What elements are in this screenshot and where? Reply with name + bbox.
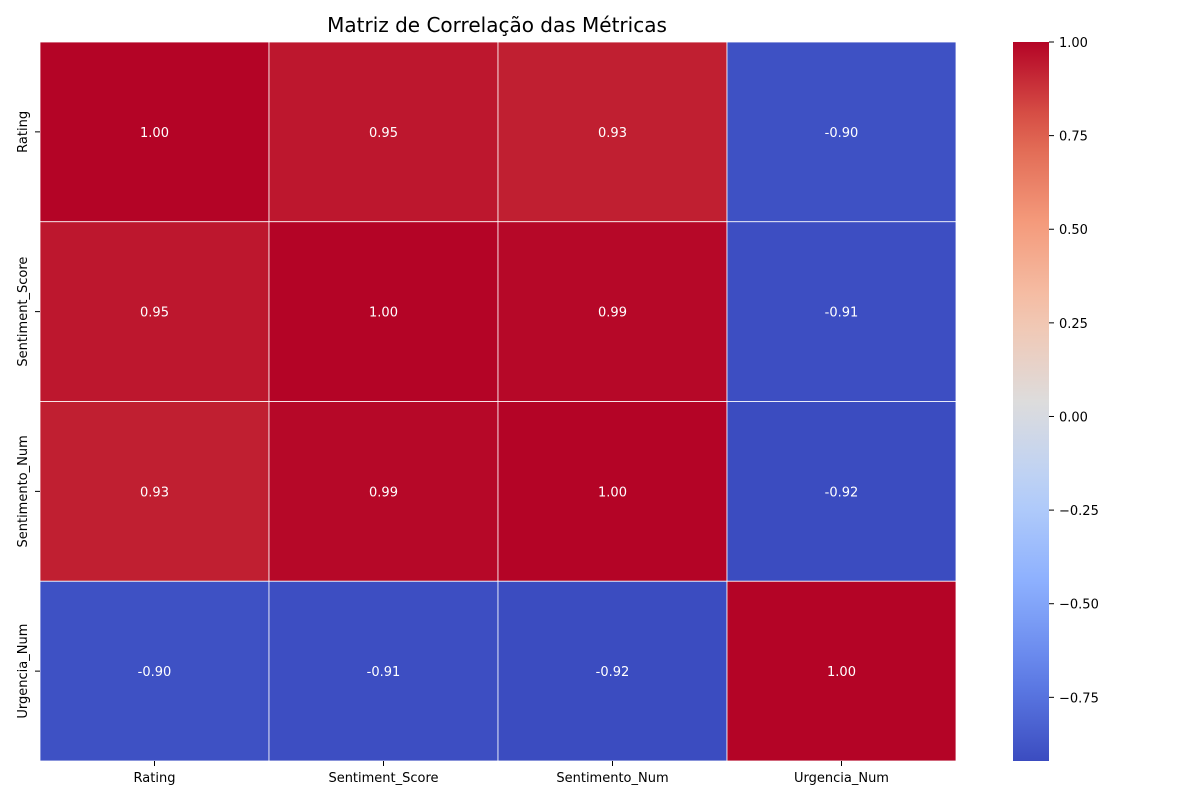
x-tick-label: Sentiment_Score [328, 771, 438, 786]
cell-annotation-r0-c3: -0.90 [825, 126, 859, 141]
heatmap-cell-r0-c2 [497, 41, 728, 223]
cell-annotation-r2-c1: 0.99 [369, 485, 398, 500]
heatmap-cell-r3-c3 [726, 580, 957, 762]
chart-title: Matriz de Correlação das Métricas [327, 13, 667, 37]
heatmap-cells [39, 41, 957, 762]
cell-annotation-r1-c2: 0.99 [598, 306, 627, 321]
y-axis: Rating Sentiment_Score Sentimento_Num Urgen… [16, 111, 40, 719]
cell-annotation-r1-c1: 1.00 [369, 306, 398, 321]
heatmap-cell-r1-c1 [268, 221, 499, 402]
colorbar-tick-label: −0.75 [1059, 691, 1099, 706]
cell-annotation-r3-c0: -0.90 [138, 665, 172, 680]
cell-annotation-r0-c2: 0.93 [598, 126, 627, 141]
colorbar-tick-label: −0.50 [1059, 598, 1099, 613]
colorbar-tick-label: 0.50 [1059, 223, 1088, 238]
colorbar: −0.75 −0.50 −0.25 0.00 0.25 0.50 0.75 1.00 [1013, 36, 1099, 761]
cell-annotation-r2-c2: 1.00 [598, 485, 627, 500]
heatmap-cell-r1-c0 [39, 221, 270, 402]
cell-annotation-r1-c3: -0.91 [825, 306, 859, 321]
cell-annotation-r0-c0: 1.00 [140, 126, 169, 141]
colorbar-tick-label: 0.25 [1059, 317, 1088, 332]
cell-annotation-r3-c1: -0.91 [367, 665, 401, 680]
x-tick-label: Rating [134, 771, 176, 786]
cell-annotation-r3-c2: -0.92 [596, 665, 630, 680]
cell-annotation-r0-c1: 0.95 [369, 126, 398, 141]
heatmap-cell-r2-c3 [726, 401, 957, 582]
y-tick-label: Sentiment_Score [16, 257, 31, 367]
heatmap-cell-r1-c2 [497, 221, 728, 402]
heatmap-cell-r3-c2 [497, 580, 728, 762]
y-tick-label: Sentimento_Num [16, 435, 31, 547]
x-tick-label: Urgencia_Num [794, 771, 889, 786]
heatmap-cell-r2-c1 [268, 401, 499, 582]
colorbar-tick-label: 0.75 [1059, 130, 1088, 145]
cell-annotation-r1-c0: 0.95 [140, 306, 169, 321]
x-tick-label: Sentimento_Num [556, 771, 668, 786]
colorbar-tick-label: 0.00 [1059, 410, 1088, 425]
cell-annotation-r2-c3: -0.92 [825, 485, 859, 500]
colorbar-gradient [1013, 42, 1049, 761]
heatmap-cell-r0-c0 [39, 41, 270, 223]
colorbar-tick-label: −0.25 [1059, 504, 1099, 519]
heatmap-cell-r1-c3 [726, 221, 957, 402]
heatmap-annotations: 1.00 0.95 0.93 -0.90 0.95 1.00 0.99 -0.91 0.93 0.… [138, 126, 859, 680]
cell-annotation-r3-c3: 1.00 [827, 665, 856, 680]
colorbar-tick-label: 1.00 [1059, 36, 1088, 51]
heatmap-cell-r0-c3 [726, 41, 957, 223]
heatmap-cell-r3-c0 [39, 580, 270, 762]
heatmap-cell-r3-c1 [268, 580, 499, 762]
y-tick-label: Urgencia_Num [16, 624, 31, 719]
x-axis: Rating Sentiment_Score Sentimento_Num Urgen… [134, 761, 889, 786]
cell-annotation-r2-c0: 0.93 [140, 485, 169, 500]
y-tick-label: Rating [16, 111, 31, 153]
heatmap-cell-r0-c1 [268, 41, 499, 223]
